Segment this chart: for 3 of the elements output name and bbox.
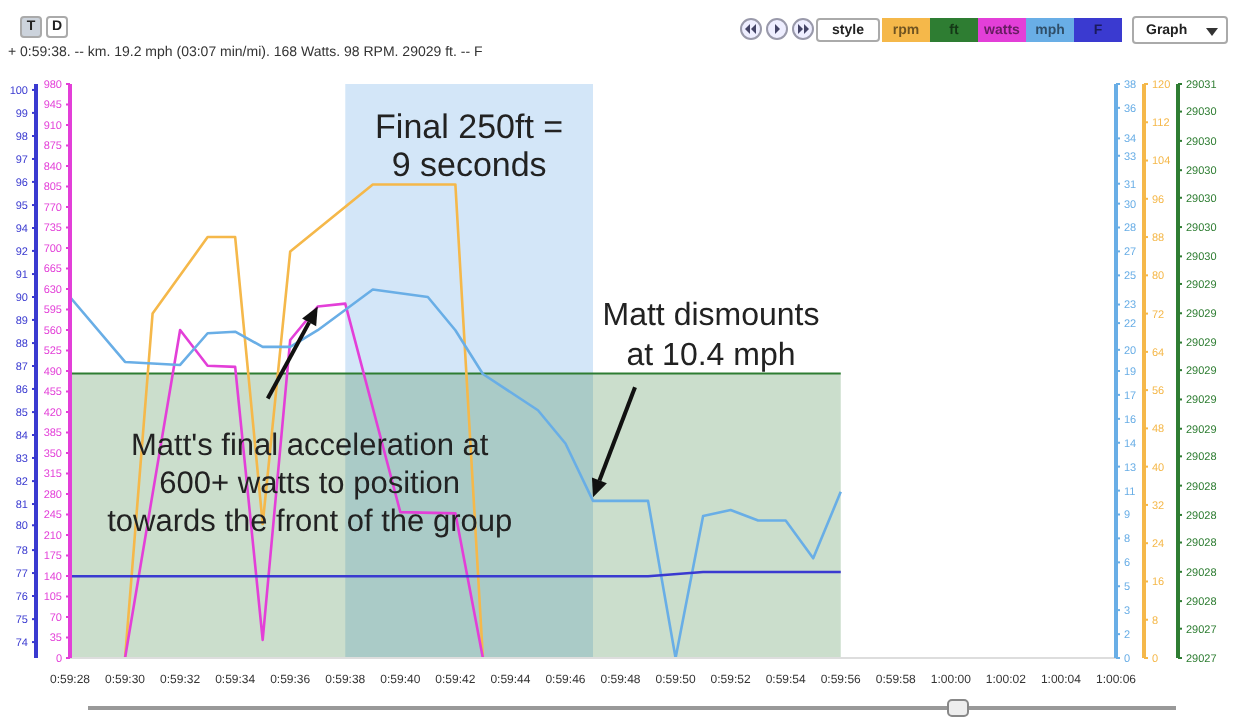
line-series xyxy=(70,288,843,658)
band-label: Final 250ft = 9 seconds xyxy=(375,108,564,184)
annotation: Matt dismounts at 10.4 mph xyxy=(602,299,820,374)
